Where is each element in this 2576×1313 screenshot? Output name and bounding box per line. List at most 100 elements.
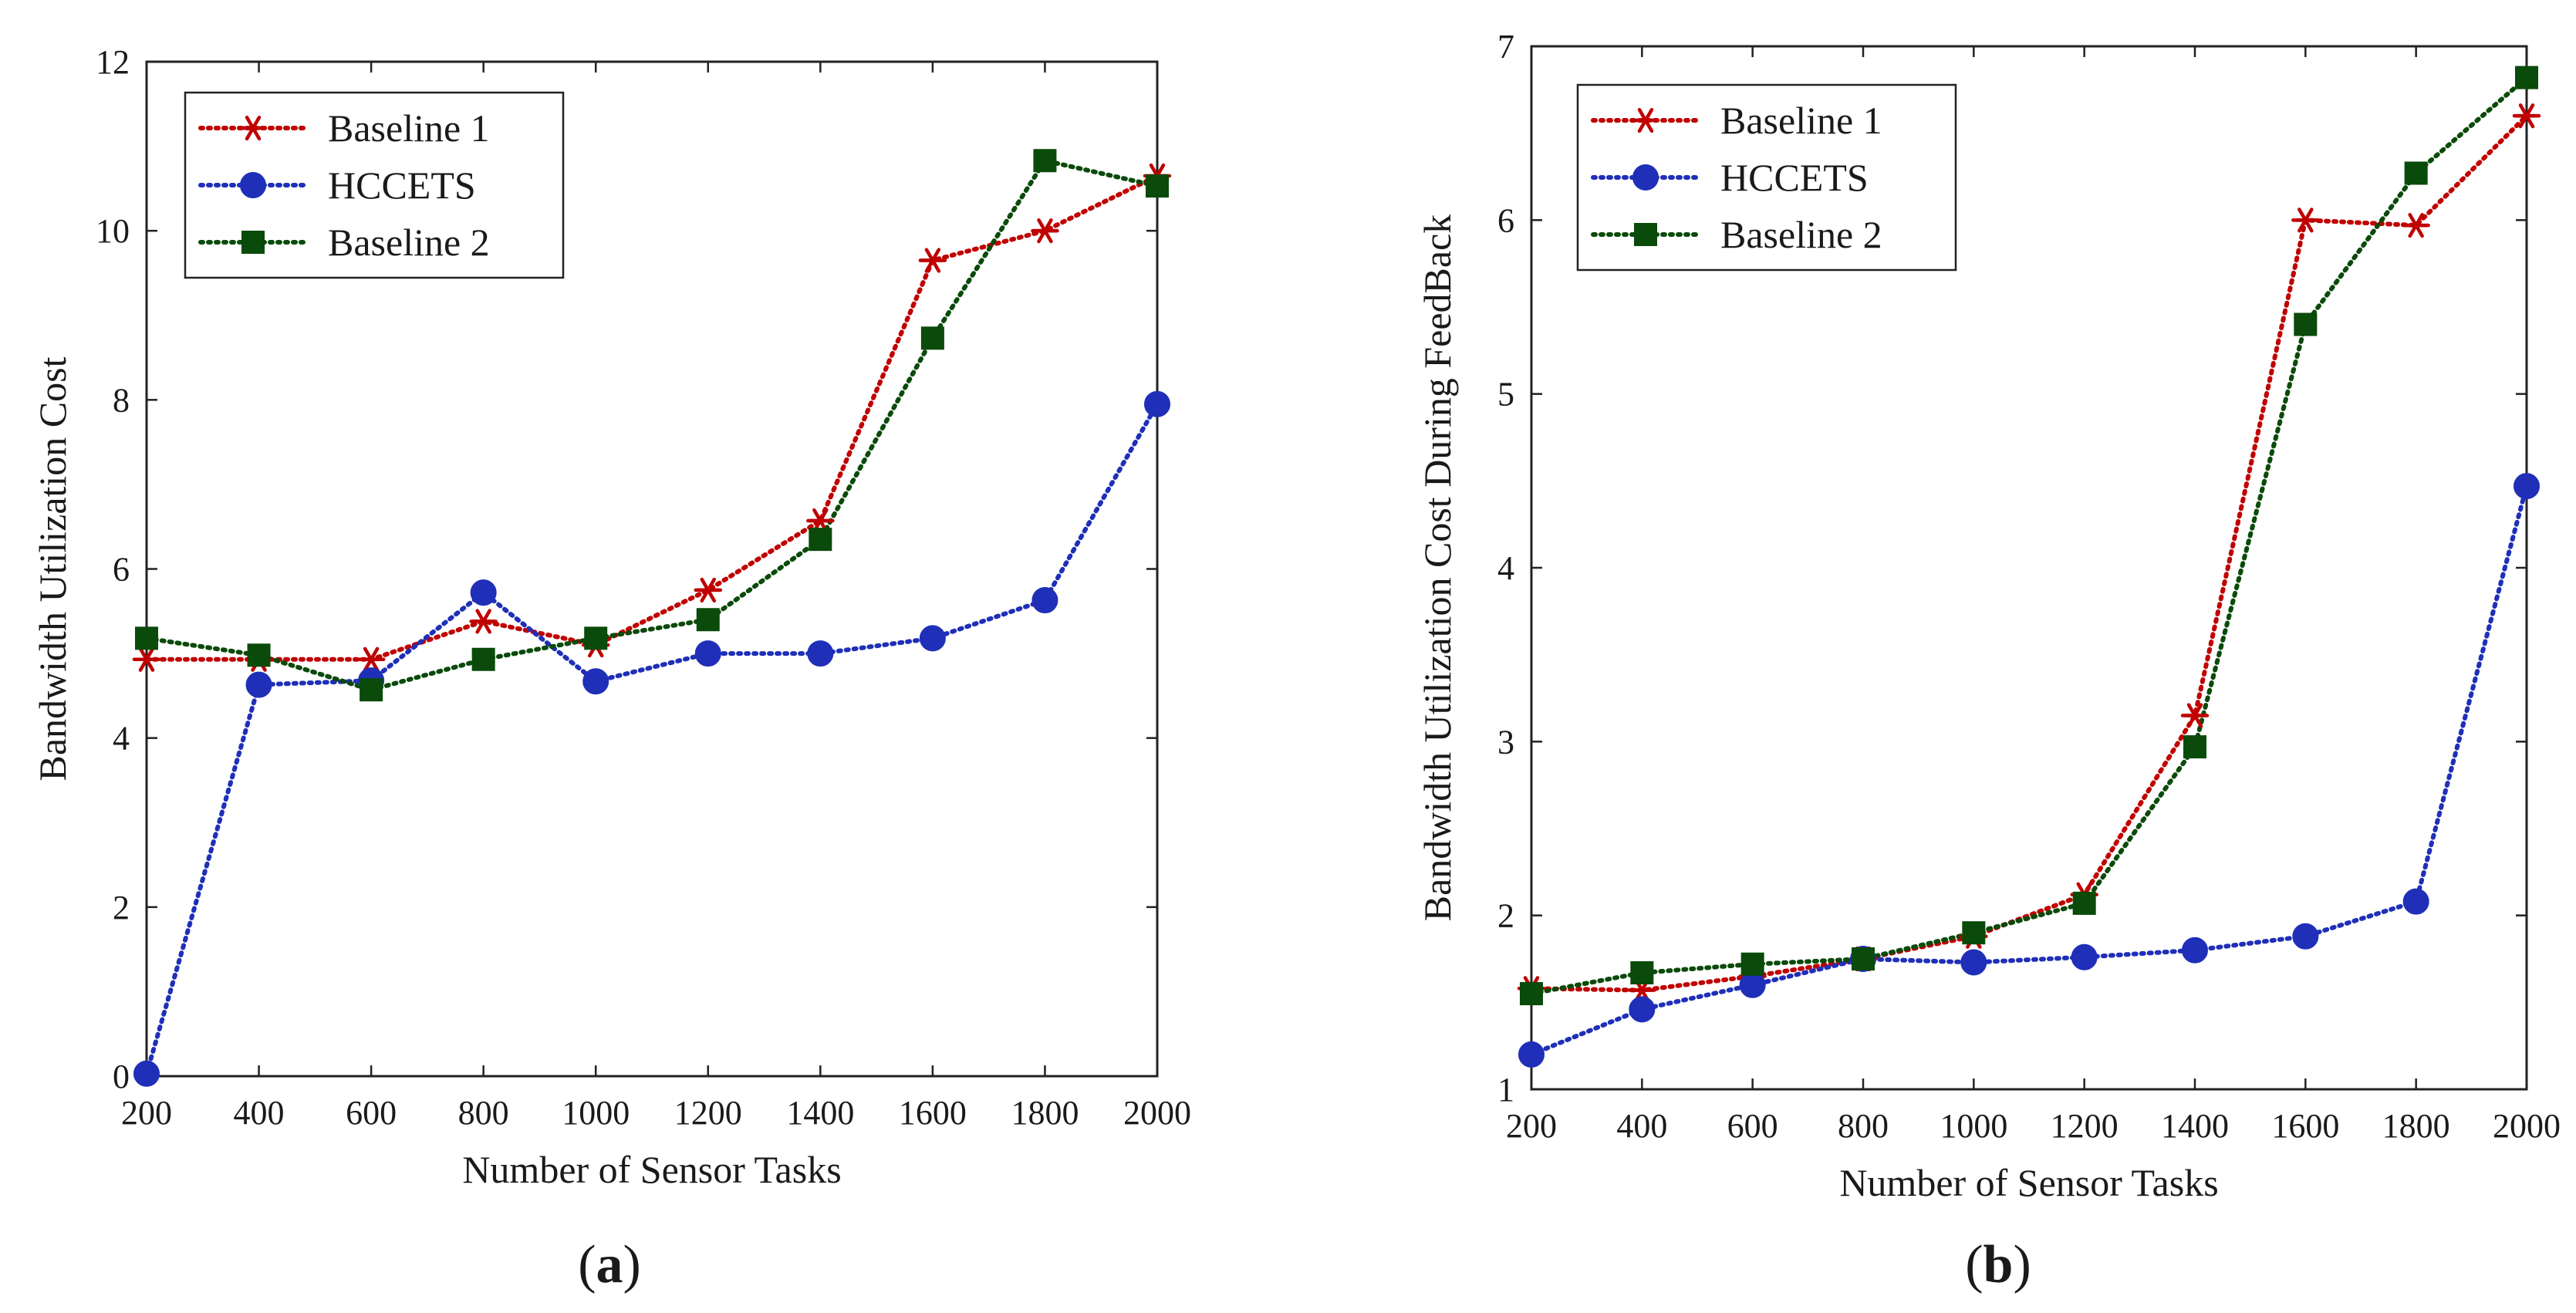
y-tick-label: 8: [113, 381, 130, 419]
y-axis-label-b: Bandwidth Utilization Cost During FeedBa…: [1416, 214, 1459, 922]
legend-marker-circle: [1632, 164, 1659, 191]
x-tick-label: 1200: [674, 1094, 742, 1132]
panel-label-letter: a: [596, 1235, 623, 1294]
marker-asterisk: [918, 248, 947, 273]
marker-circle: [470, 579, 497, 606]
legend-item-hccets: HCCETS: [1591, 156, 1869, 199]
marker-square: [1630, 961, 1654, 985]
marker-circle: [2402, 888, 2429, 915]
legend-marker-asterisk: [1631, 107, 1660, 133]
series-line: [1529, 75, 2529, 997]
x-tick-label: 1600: [899, 1094, 967, 1132]
marker-circle: [2071, 943, 2098, 970]
legend-label: HCCETS: [1720, 156, 1869, 199]
marker-circle: [1632, 164, 1659, 191]
x-axis-label-b: Number of Sensor Tasks: [1839, 1161, 2218, 1204]
y-tick-label: 4: [113, 720, 130, 758]
marker-circle: [1629, 996, 1656, 1023]
chart-b: 200 400 600 800 1000 1200 1400 1600 1800…: [1416, 28, 2561, 1294]
panel-label-open: (: [578, 1235, 596, 1294]
legend-b: Baseline 1 HCCETS Baseline 2: [1576, 83, 1957, 272]
marker-circle: [807, 640, 834, 667]
x-tick-label: 400: [234, 1094, 285, 1132]
x-tick-labels-a: 200 400 600 800 1000 1200 1400 1600 1800…: [121, 1094, 1191, 1132]
marker-circle: [1960, 949, 1987, 976]
legend-a: Baseline 1 HCCETS Baseline 2: [184, 91, 565, 279]
marker-circle: [2514, 473, 2540, 500]
marker-asterisk: [2512, 103, 2541, 129]
legend-marker-circle: [240, 172, 266, 198]
marker-circle: [2182, 937, 2208, 964]
y-tick-label: 1: [1497, 1071, 1514, 1109]
marker-square: [2515, 66, 2538, 89]
panel-label-letter: b: [1983, 1235, 2014, 1294]
x-tick-label: 600: [346, 1094, 397, 1132]
plot-area-a: [132, 60, 1172, 1087]
marker-asterisk: [1631, 107, 1660, 133]
series-markers: [1518, 473, 2540, 1068]
marker-circle: [694, 640, 721, 667]
x-tick-label: 1000: [1940, 1107, 2007, 1145]
x-tick-label: 800: [1838, 1107, 1889, 1145]
x-tick-label: 2000: [1123, 1094, 1191, 1132]
panel-label-a: (a): [578, 1235, 641, 1294]
x-tick-label: 1000: [562, 1094, 630, 1132]
x-tick-label: 1400: [2161, 1107, 2229, 1145]
legend-label: Baseline 2: [328, 221, 490, 264]
marker-asterisk: [2291, 208, 2320, 233]
panel-label-close: ): [623, 1235, 641, 1294]
series-markers: [133, 390, 1170, 1087]
y-tick-label: 6: [113, 551, 130, 589]
legend-label: HCCETS: [328, 164, 476, 207]
series-markers: [1520, 66, 2538, 1006]
marker-square: [809, 528, 832, 552]
marker-circle: [582, 668, 609, 695]
marker-square: [2404, 161, 2428, 185]
y-tick-label: 3: [1497, 723, 1514, 761]
x-tick-label: 1800: [1011, 1094, 1079, 1132]
series-line: [1529, 484, 2529, 1057]
marker-square: [696, 608, 720, 632]
legend-marker-square: [241, 231, 265, 254]
panel-label-open: (: [1965, 1235, 1983, 1294]
x-tick-label: 1200: [2051, 1107, 2119, 1145]
y-tick-label: 4: [1497, 549, 1514, 587]
marker-square: [135, 626, 158, 650]
y-tick-label: 2: [113, 889, 130, 927]
marker-circle: [240, 172, 266, 198]
x-tick-label: 1400: [786, 1094, 854, 1132]
marker-asterisk: [2402, 212, 2430, 238]
marker-square: [247, 643, 271, 667]
marker-square: [471, 647, 495, 671]
x-axis-label-a: Number of Sensor Tasks: [462, 1148, 841, 1191]
legend-item-baseline-2: Baseline 2: [198, 221, 490, 264]
marker-asterisk: [356, 646, 386, 672]
panel-label-b: (b): [1965, 1235, 2031, 1294]
marker-asterisk: [132, 646, 161, 672]
y-tick-label: 6: [1497, 201, 1514, 239]
panel-label-close: ): [2013, 1235, 2031, 1294]
y-tick-label: 2: [1497, 897, 1514, 935]
y-tick-label: 12: [96, 43, 130, 81]
x-tick-label: 400: [1616, 1107, 1667, 1145]
legend-label: Baseline 1: [1720, 99, 1882, 142]
legend-item-baseline-1: Baseline 1: [198, 106, 490, 150]
legend-marker-square: [1634, 223, 1657, 246]
marker-circle: [1518, 1041, 1545, 1068]
marker-square: [1962, 921, 1986, 945]
marker-asterisk: [2180, 703, 2210, 728]
y-tick-labels-a: 0 2 4 6 8 10 12: [96, 43, 130, 1095]
legend-item-hccets: HCCETS: [198, 164, 476, 207]
marker-asterisk: [238, 115, 268, 141]
marker-circle: [245, 671, 272, 698]
y-tick-label: 10: [96, 212, 130, 250]
x-tick-label: 200: [121, 1094, 172, 1132]
marker-square: [1634, 223, 1657, 246]
y-axis-label-a: Bandwidth Utilization Cost: [31, 356, 74, 781]
x-tick-label: 1600: [2271, 1107, 2339, 1145]
marker-square: [360, 678, 383, 702]
legend-item-baseline-2: Baseline 2: [1591, 213, 1882, 256]
marker-circle: [1739, 971, 1766, 998]
series-line: [1529, 113, 2529, 993]
marker-square: [241, 231, 265, 254]
